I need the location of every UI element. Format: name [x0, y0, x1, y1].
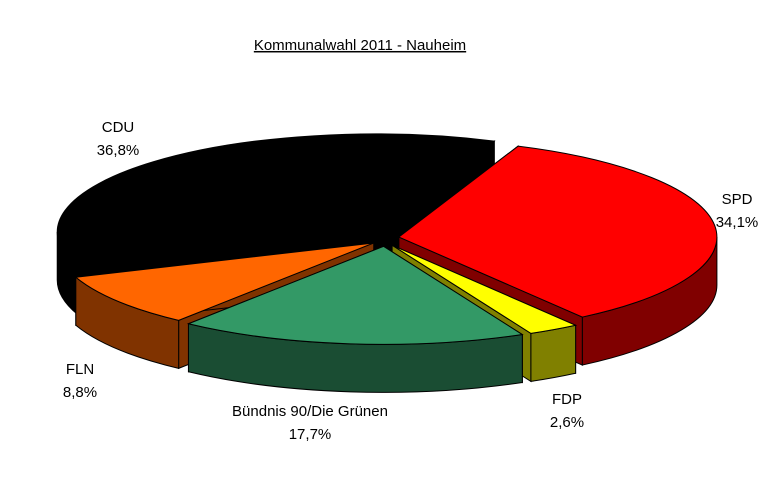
slice-label: CDU	[102, 119, 135, 136]
slice-value-label: 17,7%	[289, 426, 332, 443]
slice-label: FDP	[552, 391, 582, 408]
slice-value-label: 34,1%	[716, 214, 759, 231]
slice-top	[56, 133, 496, 267]
slice-label: FLN	[66, 361, 94, 378]
slice-value-label: 2,6%	[550, 414, 584, 431]
slice	[186, 245, 524, 393]
slice-label: Bündnis 90/Die Grünen	[232, 403, 388, 420]
slice-top	[391, 244, 578, 334]
chart-title: Kommunalwahl 2011 - Nauheim	[254, 37, 466, 54]
slice-top	[186, 245, 524, 345]
slice-top	[74, 242, 374, 321]
slice-label: SPD	[722, 191, 753, 208]
slice-top	[397, 145, 718, 318]
slice-wall	[530, 324, 577, 382]
slice-value-label: 36,8%	[97, 142, 140, 159]
slice-value-label: 8,8%	[63, 384, 97, 401]
